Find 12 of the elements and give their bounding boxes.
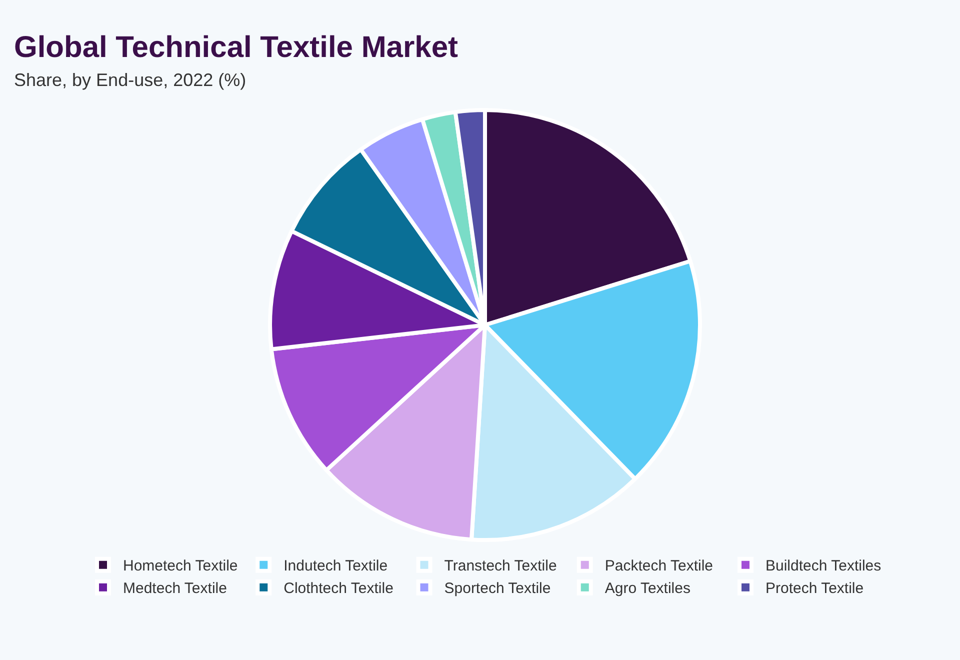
legend-label: Sportech Textile [444, 580, 551, 598]
legend-label: Packtech Textile [604, 558, 713, 575]
legend-label: Protech Textile [766, 580, 864, 598]
legend-label: Clothtech Textile [284, 580, 394, 598]
legend-label: Buildtech Textiles [766, 558, 882, 575]
legend-label: Indutech Textile [284, 558, 388, 575]
legend-label: Hometech Textile [123, 558, 238, 575]
legend-label: Agro Textiles [604, 580, 690, 598]
chart-subtitle: Share, by End-use, 2022 (%) [14, 70, 246, 90]
legend-label: Transtech Textile [444, 558, 557, 575]
legend-label: Medtech Textile [123, 580, 227, 598]
chart-title: Global Technical Textile Market [14, 31, 458, 64]
